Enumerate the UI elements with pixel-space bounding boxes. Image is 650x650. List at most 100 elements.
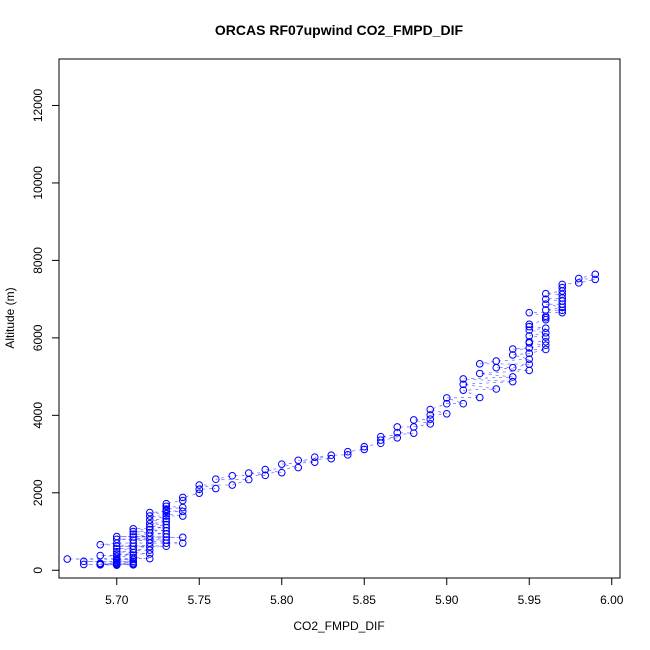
data-point — [393, 428, 402, 437]
data-point — [475, 369, 484, 378]
data-point — [277, 460, 286, 468]
data-point — [310, 453, 319, 461]
data-point — [112, 542, 121, 551]
y-axis: 0 2000 4000 6000 8000 10000 12000 — [31, 88, 60, 574]
y-axis-label: Altitude (m) — [3, 287, 17, 348]
y-tick-label: 8000 — [31, 247, 45, 274]
data-point — [129, 561, 138, 569]
data-point — [525, 320, 534, 329]
x-tick-label: 5.75 — [188, 593, 212, 607]
data-point — [541, 313, 550, 322]
data-point — [145, 550, 154, 558]
data-point — [475, 360, 484, 368]
data-point — [228, 481, 237, 489]
data-point — [145, 512, 154, 520]
data-point — [178, 507, 187, 516]
data-point — [343, 447, 352, 456]
data-point — [145, 523, 154, 531]
data-point — [558, 308, 567, 317]
y-tick-label: 12000 — [31, 88, 45, 122]
data-point — [360, 445, 369, 454]
data-point — [508, 373, 517, 381]
data-point — [310, 458, 319, 466]
data-point — [178, 493, 187, 502]
y-tick-label: 4000 — [31, 402, 45, 429]
data-point — [525, 355, 534, 363]
data-point — [541, 324, 550, 332]
x-axis-label: CO2_FMPD_DIF — [293, 619, 384, 633]
data-point — [145, 554, 154, 563]
data-point — [525, 326, 534, 334]
data-point — [475, 393, 484, 402]
data-point — [129, 527, 138, 536]
data-point — [442, 409, 451, 418]
x-tick-label: 5.80 — [270, 593, 294, 607]
data-point — [63, 555, 72, 563]
data-point — [178, 533, 187, 542]
data-point — [409, 429, 418, 437]
data-point — [178, 512, 187, 520]
data-point — [145, 546, 154, 554]
data-point — [162, 539, 171, 547]
data-point — [343, 451, 352, 459]
data-point — [145, 542, 154, 551]
x-tick-label: 5.95 — [518, 593, 542, 607]
data-point — [162, 542, 171, 551]
x-tick-label: 5.70 — [105, 593, 129, 607]
y-tick-label: 2000 — [31, 479, 45, 506]
x-tick-label: 5.85 — [353, 593, 377, 607]
data-point — [558, 306, 567, 315]
data-point — [393, 433, 402, 442]
data-point — [228, 471, 237, 480]
data-point — [261, 471, 270, 480]
data-point — [459, 380, 468, 389]
y-tick-label: 10000 — [31, 166, 45, 200]
data-point — [294, 456, 303, 465]
series-connector-line — [67, 274, 596, 566]
data-point — [525, 366, 534, 375]
data-point — [211, 475, 220, 484]
y-tick-label: 0 — [31, 567, 45, 574]
data-point — [112, 539, 121, 547]
data-point — [508, 363, 517, 372]
data-point — [508, 345, 517, 353]
data-point — [541, 289, 550, 298]
data-point — [211, 484, 220, 493]
data-point — [261, 465, 270, 474]
data-point — [541, 315, 550, 324]
data-point — [525, 322, 534, 331]
data-point — [79, 560, 88, 569]
data-point — [393, 423, 402, 431]
data-point — [112, 561, 121, 570]
data-point — [162, 502, 171, 511]
x-tick-label: 6.00 — [600, 593, 624, 607]
data-point — [541, 341, 550, 350]
data-point — [360, 442, 369, 451]
data-point — [426, 420, 435, 428]
data-point — [162, 512, 171, 520]
data-point — [492, 363, 501, 372]
data-point — [162, 514, 171, 523]
y-tick-label: 6000 — [31, 324, 45, 351]
data-point — [129, 530, 138, 539]
data-point — [277, 468, 286, 477]
data-point — [541, 333, 550, 341]
data-point — [459, 386, 468, 394]
data-point — [525, 344, 534, 352]
data-point — [96, 561, 105, 569]
data-point — [541, 329, 550, 337]
data-point — [459, 399, 468, 408]
data-point — [294, 463, 303, 472]
data-point — [541, 295, 550, 303]
data-point — [541, 300, 550, 308]
chart-title: ORCAS RF07upwind CO2_FMPD_DIF — [215, 22, 464, 38]
data-point — [426, 415, 435, 424]
data-point — [541, 337, 550, 346]
x-axis: 5.70 5.75 5.80 5.85 5.90 5.95 6.00 — [105, 577, 624, 607]
data-point — [96, 551, 105, 560]
data-point — [525, 349, 534, 358]
data-point — [79, 557, 88, 566]
data-point — [508, 377, 517, 386]
data-point — [244, 475, 253, 484]
data-point — [558, 303, 567, 312]
